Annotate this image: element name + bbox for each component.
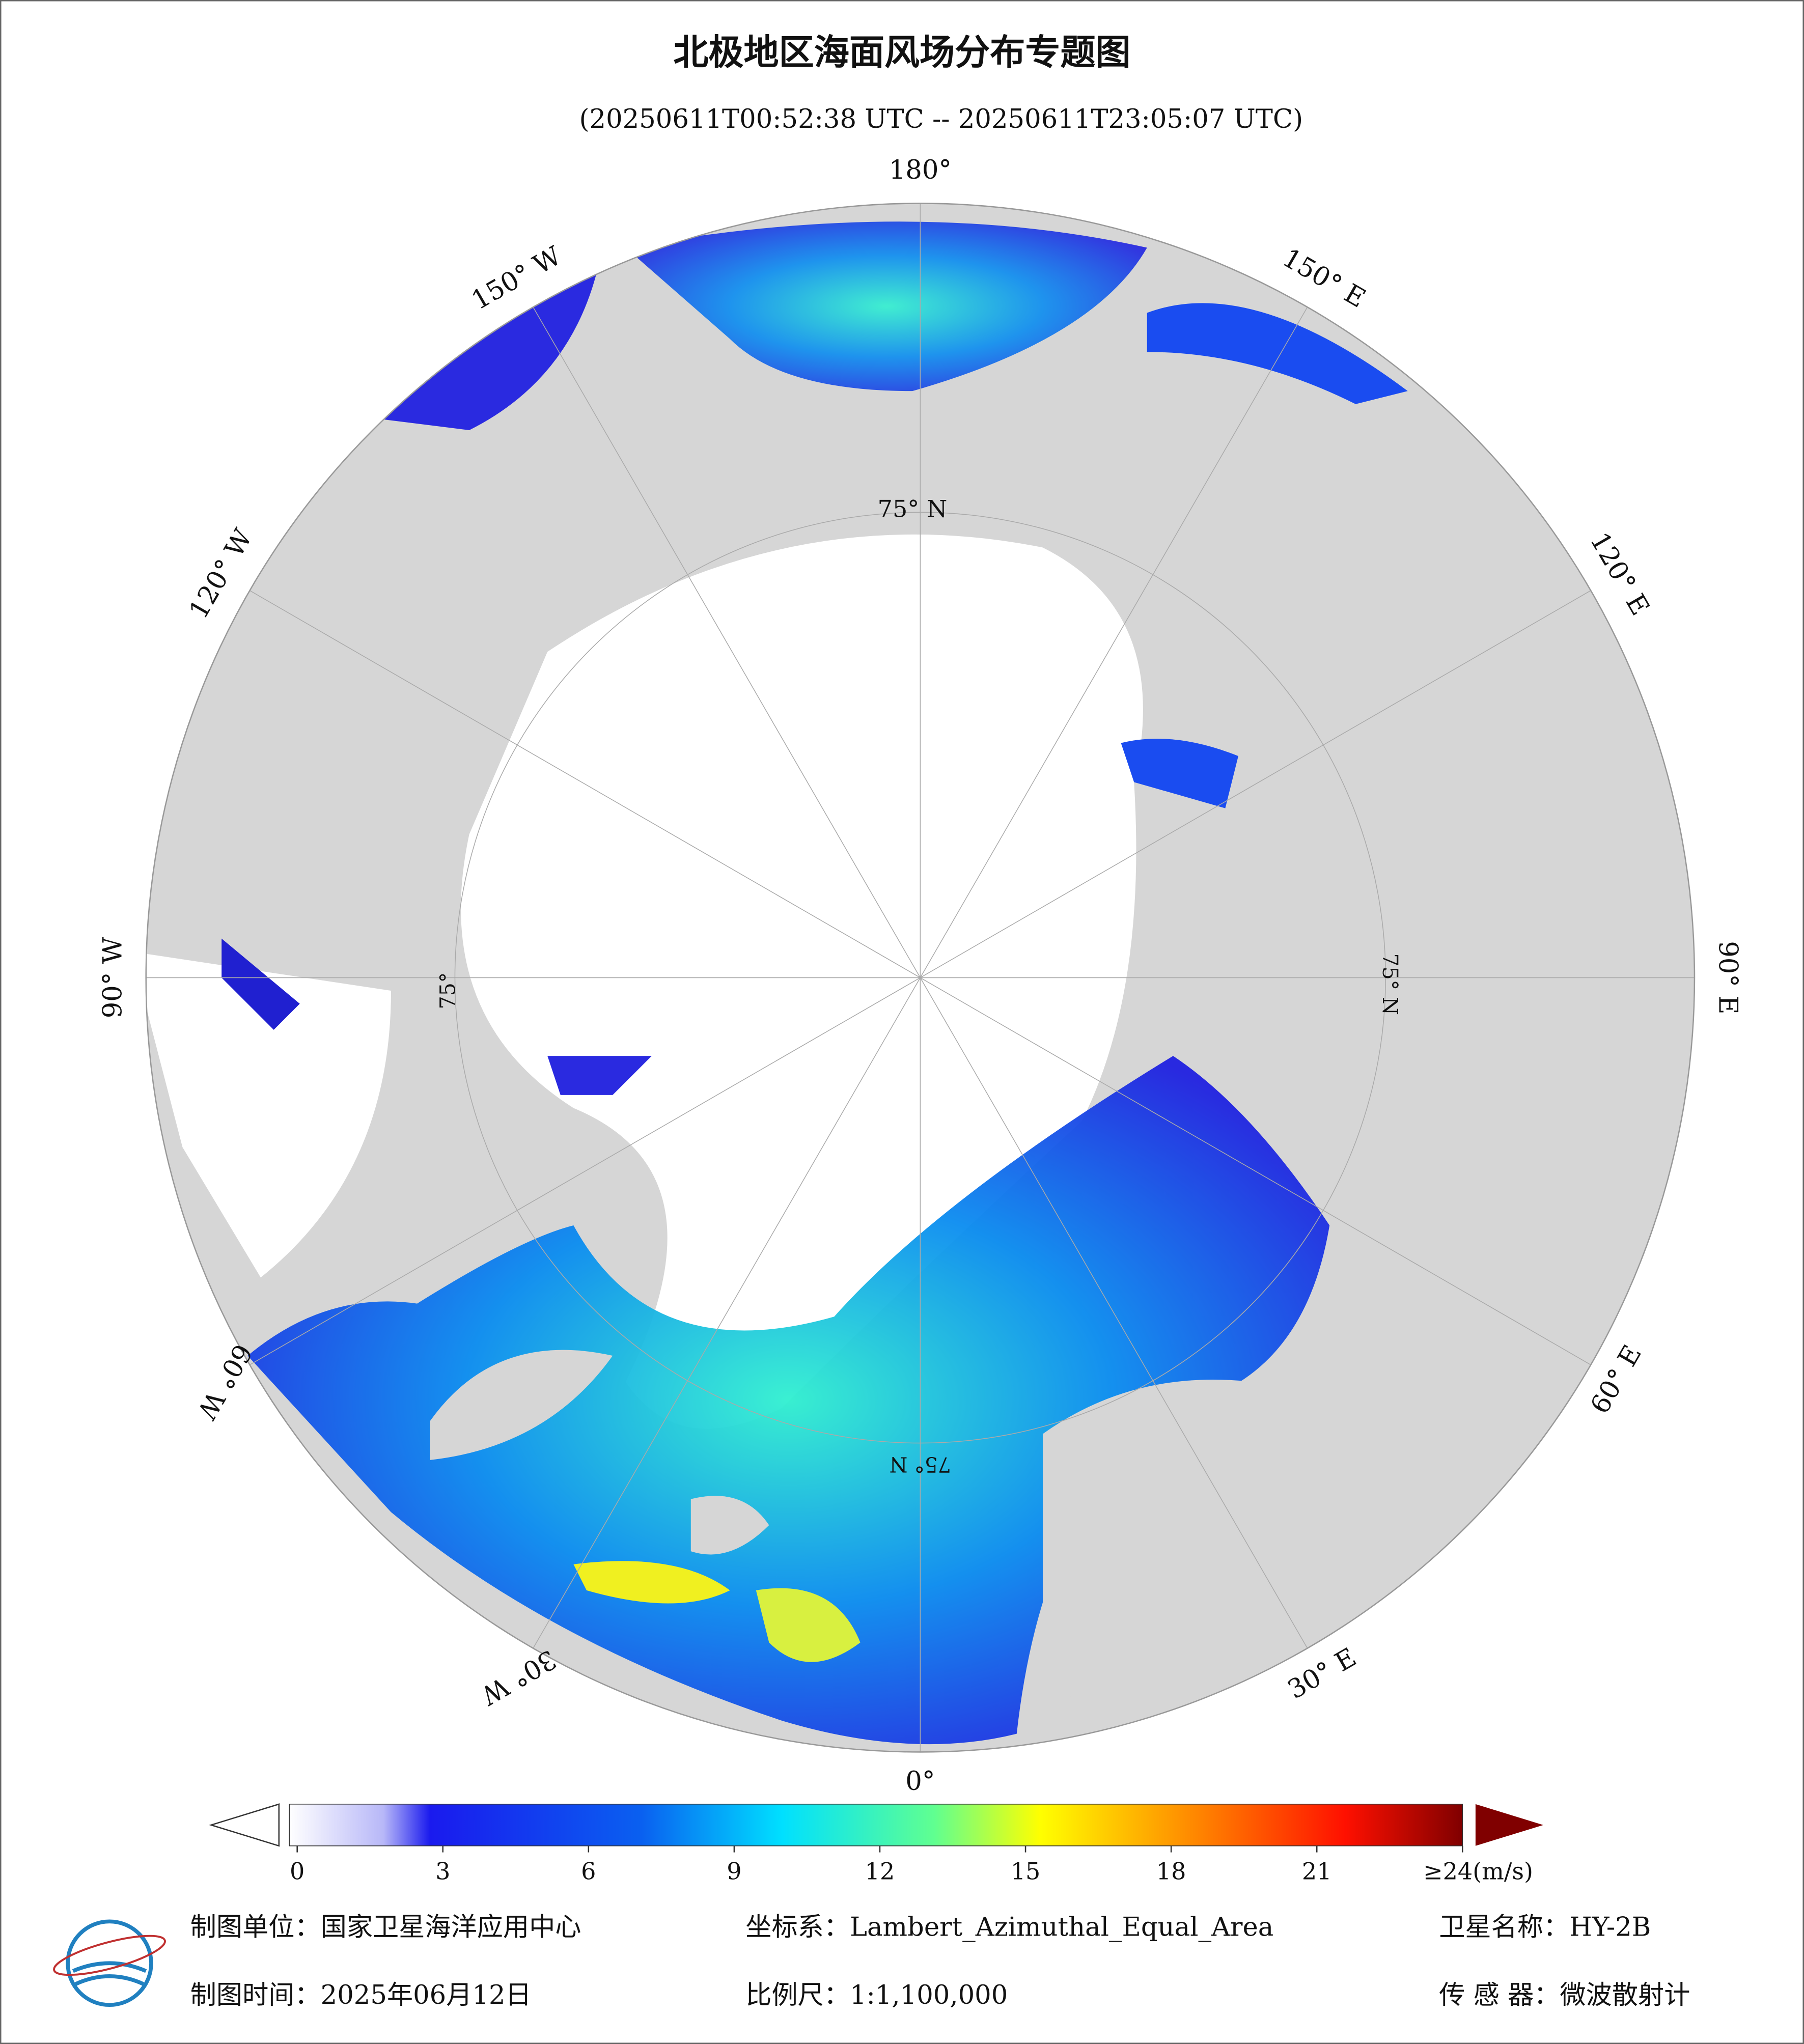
lat-label: 75° N [1378,954,1402,1015]
colorbar-tick-label: 9 [727,1858,741,1885]
meridian [920,977,1591,1365]
scandinavia [1042,1379,1252,1734]
meridian [533,977,921,1649]
map-border [145,203,1696,1753]
wind-hudson [221,938,300,1030]
footer-sensor: 传 感 器：微波散射计 [1439,1980,1690,2010]
lat-label: 75° N [890,1452,951,1476]
logo-waves [72,1961,147,1986]
wind-laptev [1121,738,1238,808]
longitude-label: 90° W [97,937,128,1018]
longitude-label: 180° [889,155,952,185]
colorbar-tick-label: 15 [1011,1858,1041,1885]
meridian [249,590,921,978]
wind-max-2 [756,1588,861,1662]
faroe [690,1496,769,1555]
hudson-bay [146,951,391,1278]
footer-date: 制图时间：2025年06月12日 [190,1980,532,2010]
wind-max [573,1561,730,1604]
colorbar-under [209,1803,280,1847]
footer-satellite: 卫星名称：HY-2B [1439,1912,1651,1943]
footer-crs: 坐标系：Lambert_Azimuthal_Equal_Area [745,1912,1273,1943]
meridian [920,306,1308,978]
footer-unit: 制图单位：国家卫星海洋应用中心 [190,1912,581,1943]
meridian [249,977,921,1365]
colorbar-tick-label: 6 [581,1858,596,1885]
longitude-label: 0° [905,1766,935,1797]
colorbar-tick-label: 3 [435,1858,450,1885]
longitude-label: 90° E [1712,941,1743,1014]
longitude-label: 30° W [476,1643,562,1711]
colorbar-tick-label: 21 [1302,1858,1332,1885]
iceland [430,1350,613,1460]
colorbar-tick-label: 12 [865,1858,895,1885]
meridian [920,590,1591,978]
logo [53,1919,166,2007]
colorbar-tick-label: 0 [290,1858,304,1885]
logo-orbit [53,1935,166,1976]
wind-okhotsk [1147,303,1408,404]
subtitle: (20250611T00:52:38 UTC -- 20250611T23:05… [579,104,1303,134]
colorbar-over [1475,1804,1544,1846]
lat-label: 75° [436,972,460,1010]
meridian [533,306,921,978]
map [146,203,1695,1752]
footer-scale: 比例尺：1:1,100,000 [745,1980,1008,2010]
colorbar-tick-label: ≥24(m/s) [1423,1858,1533,1885]
colorbar-bar [289,1804,1463,1846]
title: 北极地区海面风场分布专题图 [673,33,1130,73]
colorbar-tick-label: 18 [1156,1858,1186,1885]
meridian [920,977,1308,1649]
wind-atlantic [247,1056,1330,1745]
wind-pacific [625,221,1147,391]
wind-baffin [547,1056,652,1095]
longitude-label: 60° W [191,1339,258,1425]
graticule [146,203,1695,1752]
footer: 制图单位：国家卫星海洋应用中心 坐标系：Lambert_Azimuthal_Eq… [190,1912,1690,2010]
colorbar: 0 3 6 9 12 15 18 21 ≥24(m/s) [209,1803,1544,1885]
lat-label: 75° N [878,495,948,523]
